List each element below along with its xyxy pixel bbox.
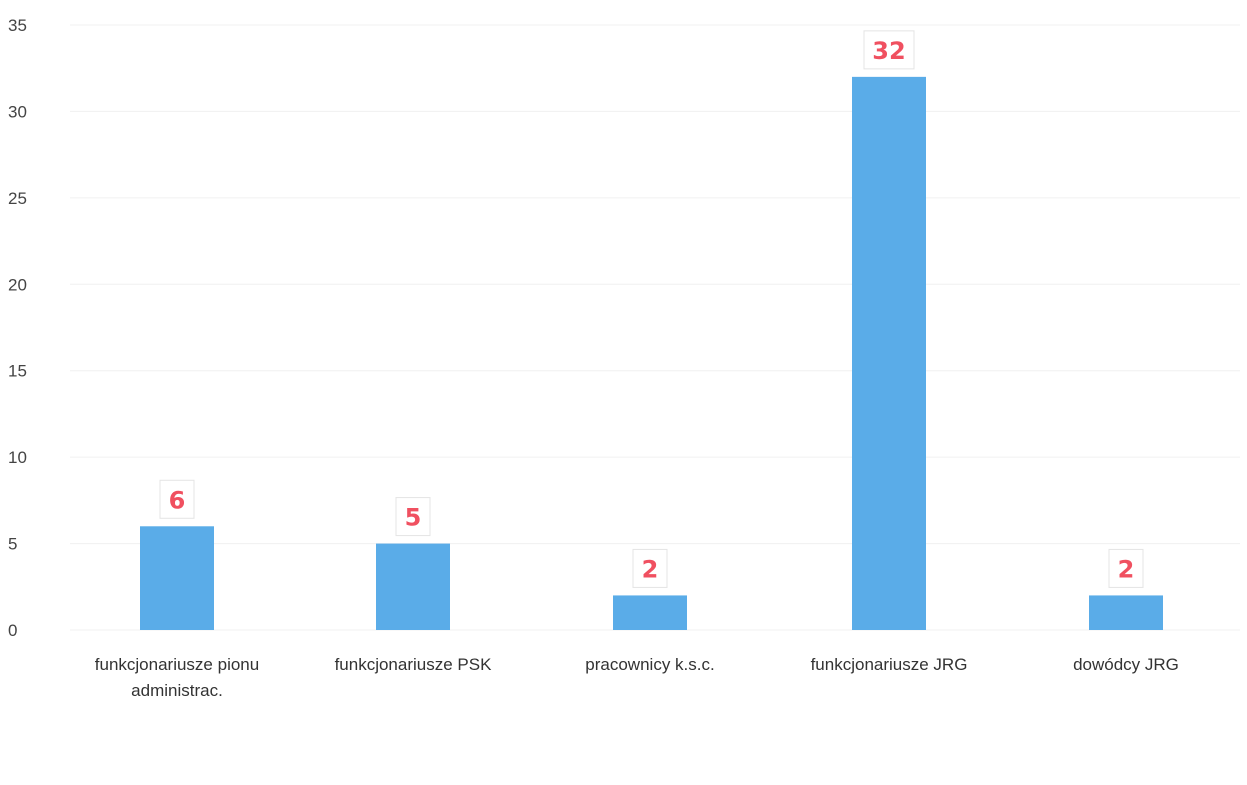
x-category-label-line: funkcjonariusze PSK: [335, 655, 493, 674]
data-label: 2: [1118, 555, 1135, 583]
bar: [852, 76, 926, 631]
y-axis: 0 5 10 15 20 25 30 35: [8, 16, 27, 640]
x-axis: funkcjonariusze pionu administrac.funkcjo…: [95, 655, 1179, 700]
x-category-label-line: funkcjonariusze pionu: [95, 655, 259, 674]
y-tick-label: 25: [8, 189, 27, 208]
data-label-box: [1108, 548, 1144, 588]
bar: [1089, 595, 1163, 630]
x-category-label: funkcjonariusze JRG: [811, 655, 968, 674]
data-label: 32: [872, 37, 905, 65]
bar: [613, 595, 687, 630]
data-label: 2: [642, 555, 659, 583]
data-labels: 6 5 2 32 2: [159, 30, 1144, 588]
x-category-label-line: administrac.: [131, 681, 223, 700]
bar: [376, 543, 450, 630]
y-tick-label: 5: [8, 535, 17, 554]
x-category-label-line: dowódcy JRG: [1073, 655, 1179, 674]
x-category-label: funkcjonariusze pionu administrac.: [95, 655, 259, 700]
data-label-box: [863, 30, 915, 70]
y-tick-label: 35: [8, 16, 27, 35]
data-label: 6: [169, 486, 186, 514]
y-tick-label: 15: [8, 362, 27, 381]
x-category-label: funkcjonariusze PSK: [335, 655, 493, 674]
data-label-box: [159, 479, 195, 519]
x-category-label: dowódcy JRG: [1073, 655, 1179, 674]
bars: [140, 76, 1163, 631]
y-tick-label: 0: [8, 621, 17, 640]
data-label-box: [632, 548, 668, 588]
x-category-label: pracownicy k.s.c.: [585, 655, 714, 674]
data-label-box: [395, 497, 431, 537]
bar: [140, 526, 214, 630]
x-category-label-line: pracownicy k.s.c.: [585, 655, 714, 674]
y-tick-label: 30: [8, 102, 27, 121]
data-label: 5: [405, 504, 422, 532]
gridlines: [70, 24, 1240, 631]
x-category-label-line: funkcjonariusze JRG: [811, 655, 968, 674]
y-tick-label: 10: [8, 448, 27, 467]
y-tick-label: 20: [8, 275, 27, 294]
